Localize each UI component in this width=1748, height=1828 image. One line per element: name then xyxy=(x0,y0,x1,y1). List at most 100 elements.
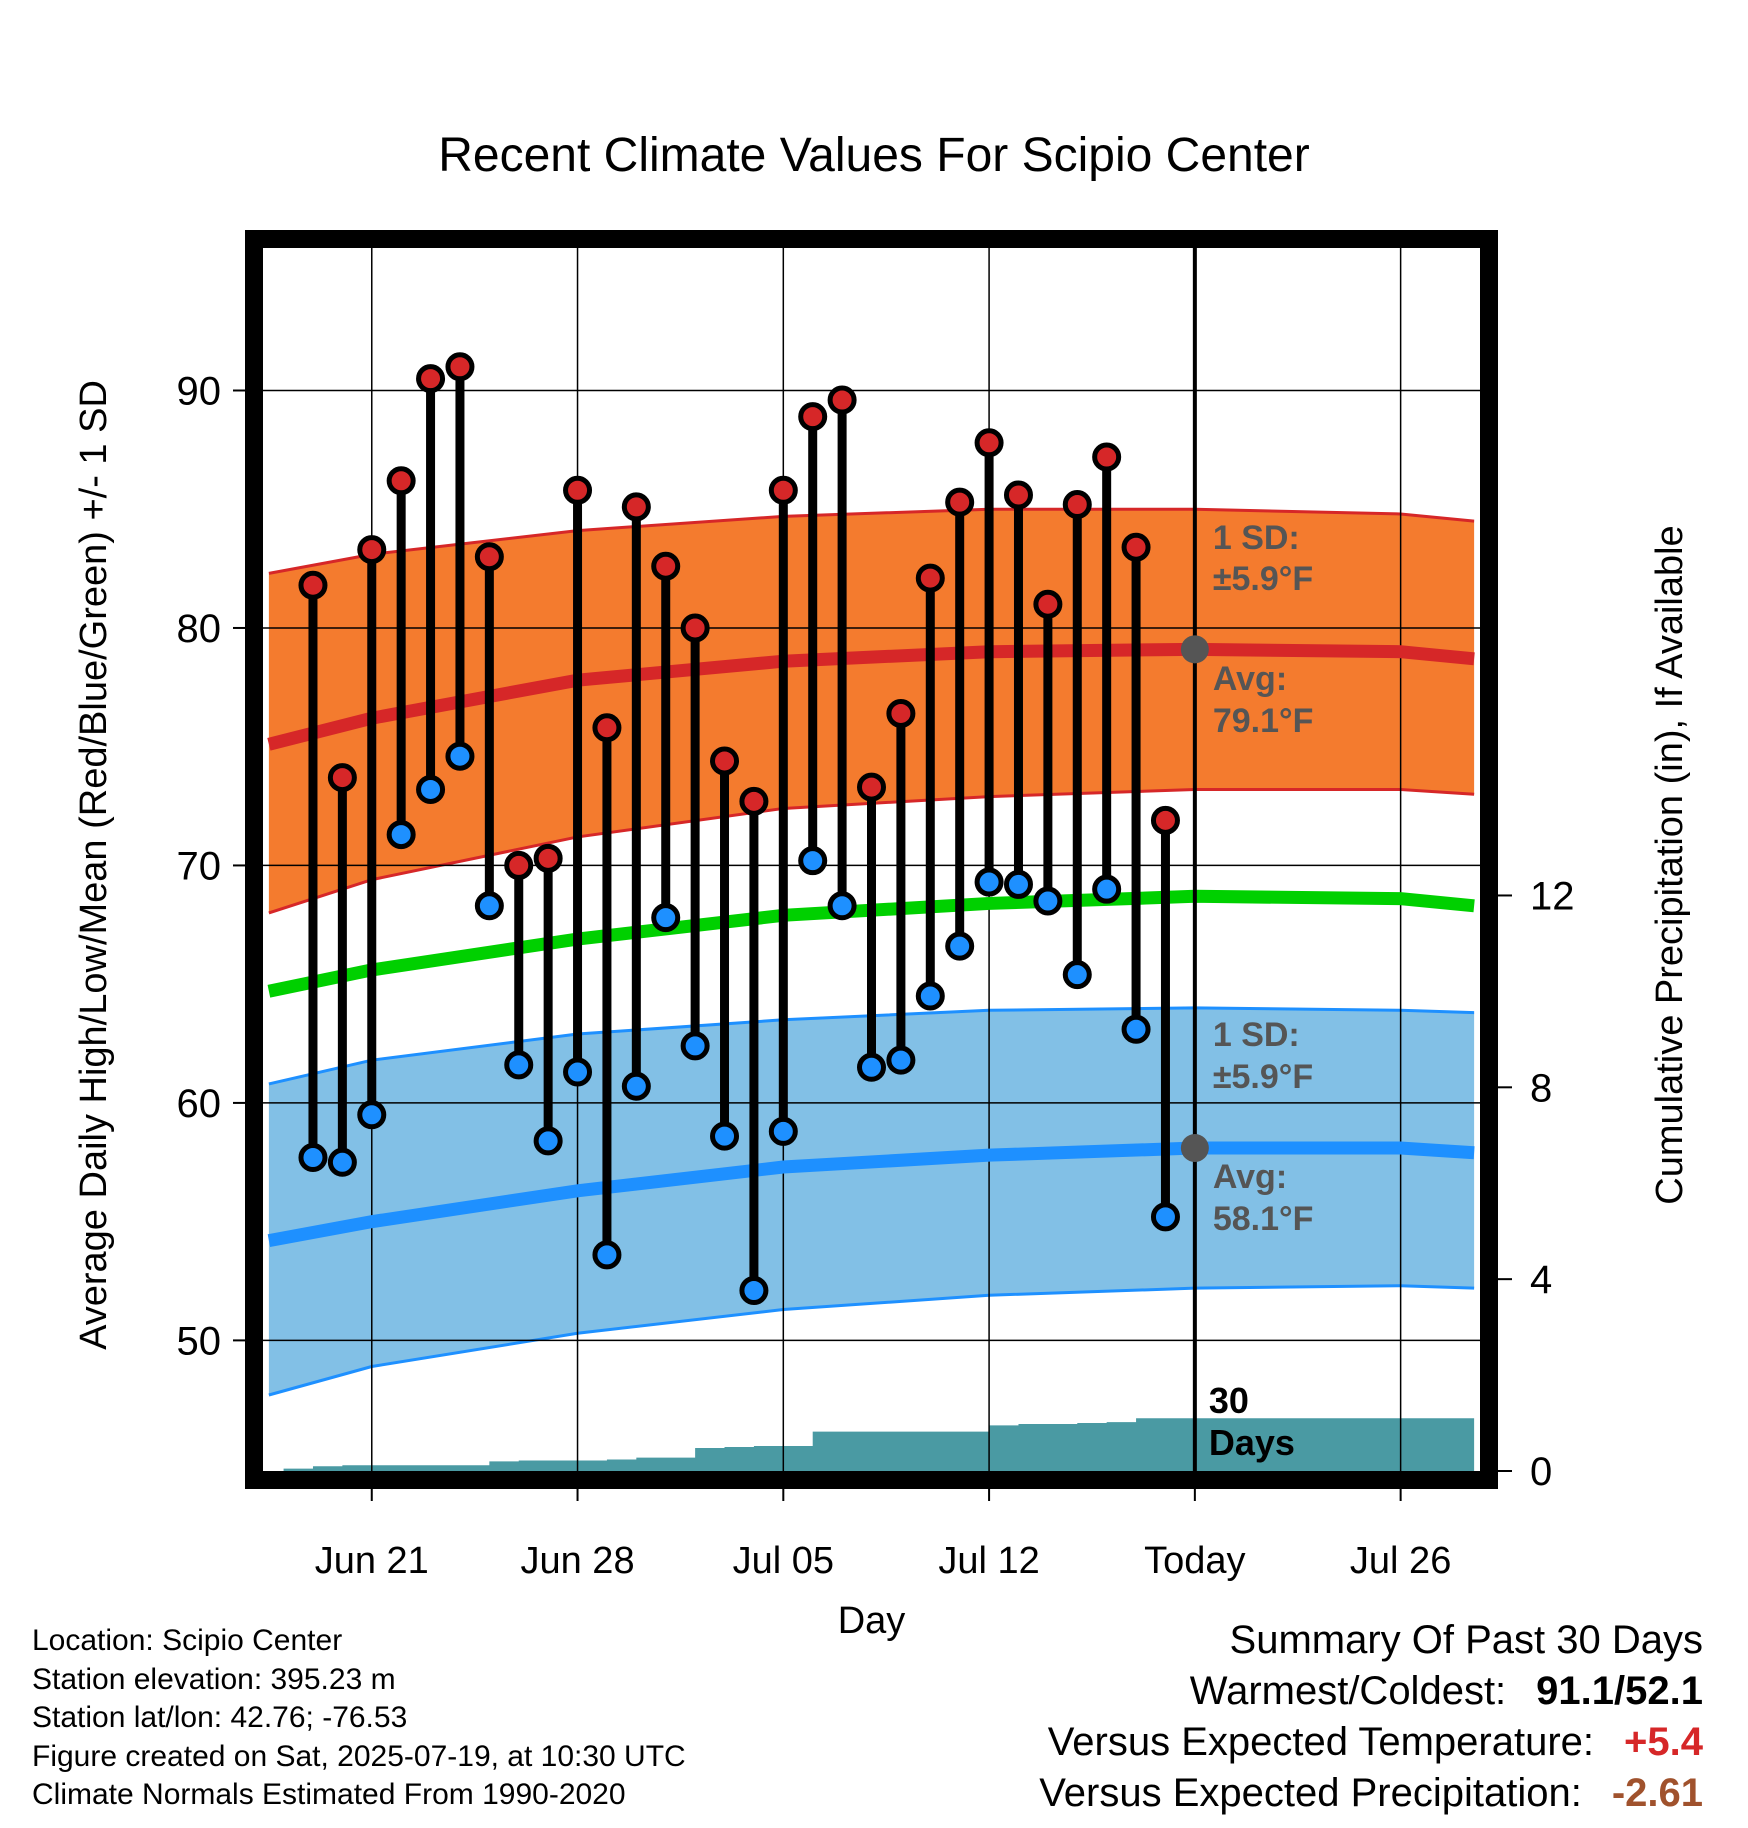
summary-precip-value: -2.61 xyxy=(1611,1771,1703,1815)
normal-mean-line xyxy=(267,889,1475,998)
daily-high-marker xyxy=(798,402,828,432)
today-high-avg-dot xyxy=(1180,635,1209,664)
daily-low-marker xyxy=(416,774,446,804)
low-sd-label: 1 SD: xyxy=(1213,1016,1300,1054)
summary-heading: Summary Of Past 30 Days xyxy=(1229,1618,1703,1662)
daily-low-marker xyxy=(504,1050,534,1080)
info-location: Location: Scipio Center xyxy=(32,1624,343,1657)
low-lower-edge xyxy=(268,1284,1475,1397)
daily-low-marker xyxy=(710,1121,740,1151)
daily-low-marker xyxy=(974,867,1004,897)
info-latlon: Station lat/lon: 42.76; -76.53 xyxy=(32,1701,408,1734)
daily-low-marker xyxy=(327,1147,357,1177)
low-upper-edge xyxy=(268,1006,1475,1086)
daily-high-marker xyxy=(504,850,534,880)
info-normals: Climate Normals Estimated From 1990-2020 xyxy=(32,1778,626,1811)
daily-low-marker xyxy=(386,820,416,850)
daily-low-marker xyxy=(798,846,828,876)
info-created: Figure created on Sat, 2025-07-19, at 10… xyxy=(32,1739,686,1773)
daily-high-marker xyxy=(474,542,504,572)
daily-low-marker xyxy=(592,1240,622,1270)
period-number: 30 xyxy=(1209,1380,1249,1421)
daily-high-marker xyxy=(563,475,593,505)
high-sd-value: ±5.9°F xyxy=(1213,560,1313,598)
high-sd-band xyxy=(268,509,1475,913)
daily-high-marker xyxy=(1092,442,1122,472)
daily-low-marker xyxy=(298,1143,328,1173)
daily-low-marker xyxy=(357,1100,387,1130)
daily-high-marker xyxy=(710,746,740,776)
y2-axis-title: Cumulative Precipitation (in), If Availa… xyxy=(1649,525,1691,1204)
daily-high-marker xyxy=(680,613,710,643)
x-tick-label: Jul 26 xyxy=(1350,1540,1451,1582)
daily-high-marker xyxy=(298,570,328,600)
x-tick-label: Jul 05 xyxy=(733,1540,834,1582)
y2-tick-label: 0 xyxy=(1530,1450,1552,1494)
daily-low-marker xyxy=(563,1057,593,1087)
summary-panel: Summary Of Past 30 Days Warmest/Coldest:… xyxy=(1039,1618,1703,1822)
daily-high-marker xyxy=(327,763,357,793)
summary-temp-value: +5.4 xyxy=(1624,1720,1703,1764)
daily-low-marker xyxy=(827,891,857,921)
summary-temp-label: Versus Expected Temperature: xyxy=(1047,1720,1595,1764)
daily-high-marker xyxy=(1150,805,1180,835)
plot-frame xyxy=(245,230,1498,1489)
daily-low-marker xyxy=(739,1276,769,1306)
low-avg-value: 58.1°F xyxy=(1213,1200,1314,1238)
daily-low-marker xyxy=(1092,874,1122,904)
summary-warm-cold-value: 91.1/52.1 xyxy=(1536,1669,1703,1713)
high-avg-value: 79.1°F xyxy=(1213,702,1314,740)
y2-tick-label: 12 xyxy=(1530,874,1575,918)
daily-low-marker xyxy=(651,903,681,933)
daily-low-marker xyxy=(1062,960,1092,990)
summary-precip-label: Versus Expected Precipitation: xyxy=(1039,1771,1582,1815)
y-tick-label: 70 xyxy=(177,844,222,888)
daily-low-marker xyxy=(680,1031,710,1061)
info-elevation: Station elevation: 395.23 m xyxy=(32,1662,396,1696)
x-axis-title: Day xyxy=(838,1600,906,1642)
low-sd-band xyxy=(268,1007,1475,1396)
daily-low-marker xyxy=(474,891,504,921)
daily-high-marker xyxy=(592,713,622,743)
high-sd-label: 1 SD: xyxy=(1213,519,1300,557)
high-avg-label: Avg: xyxy=(1213,660,1287,698)
daily-high-marker xyxy=(974,428,1004,458)
daily-high-marker xyxy=(945,487,975,517)
daily-high-marker xyxy=(357,535,387,565)
x-tick-label: Jul 12 xyxy=(938,1540,1039,1582)
daily-low-marker xyxy=(945,931,975,961)
daily-high-marker xyxy=(533,843,563,873)
daily-high-marker xyxy=(651,551,681,581)
y-tick-label: 80 xyxy=(177,607,222,651)
y-axis-title: Average Daily High/Low/Mean (Red/Blue/Gr… xyxy=(73,380,115,1350)
daily-low-marker xyxy=(857,1052,886,1082)
daily-high-marker xyxy=(768,475,798,505)
normal-high-line xyxy=(267,642,1475,751)
high-upper-edge xyxy=(268,507,1475,575)
daily-low-marker xyxy=(1033,886,1063,916)
daily-high-marker xyxy=(386,466,416,496)
precip-area xyxy=(268,1418,1475,1471)
daily-low-marker xyxy=(768,1116,798,1146)
normal-low-line xyxy=(267,1141,1475,1248)
daily-low-marker xyxy=(445,741,475,771)
chart-title: Recent Climate Values For Scipio Center xyxy=(438,129,1310,182)
daily-low-marker xyxy=(886,1045,916,1075)
y2-tick-label: 4 xyxy=(1530,1258,1552,1302)
x-tick-label: Jun 21 xyxy=(315,1540,429,1582)
daily-low-marker xyxy=(533,1126,563,1156)
daily-high-marker xyxy=(1121,532,1151,562)
x-tick-label: Today xyxy=(1144,1540,1245,1582)
y2-tick-label: 8 xyxy=(1530,1066,1552,1110)
y-tick-label: 60 xyxy=(177,1082,222,1126)
daily-high-marker xyxy=(827,385,857,415)
daily-low-marker xyxy=(1121,1014,1151,1044)
daily-low-marker xyxy=(1003,869,1033,899)
x-tick-label: Jun 28 xyxy=(520,1540,634,1582)
y-tick-label: 50 xyxy=(177,1319,222,1363)
daily-high-marker xyxy=(1033,589,1063,619)
daily-high-marker xyxy=(416,364,446,394)
daily-high-marker xyxy=(445,352,475,382)
